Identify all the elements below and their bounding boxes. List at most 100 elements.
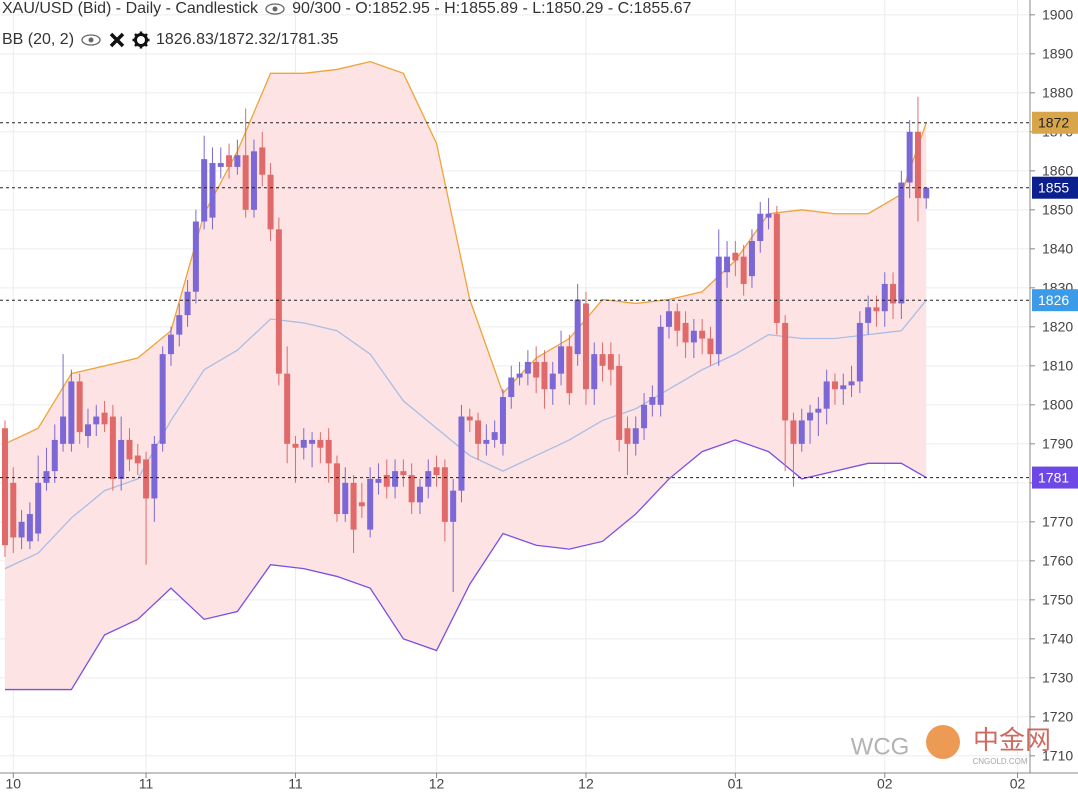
price-tag-label: 1826 (1038, 292, 1069, 308)
settings-icon[interactable] (132, 31, 150, 49)
candle-body (773, 213, 780, 323)
candle-body (707, 338, 714, 355)
y-tick-label: 1800 (1042, 397, 1073, 413)
candle-body (143, 459, 150, 499)
candle-body (674, 311, 681, 331)
candle-body (126, 439, 133, 460)
candle-body (226, 155, 233, 167)
candle-body (616, 365, 623, 440)
candle-body (1, 428, 8, 546)
eye-icon[interactable] (264, 2, 286, 16)
y-tick-label: 1900 (1042, 7, 1073, 23)
candle-body (483, 439, 490, 444)
indicator-line: BB (20, 2) 1826.83/1872.32/1781.35 (2, 30, 338, 50)
candle-body (392, 471, 399, 487)
candle-body (582, 303, 589, 390)
y-tick-label: 1880 (1042, 85, 1073, 101)
x-tick-label: 02 (1010, 776, 1026, 792)
candle-body (533, 361, 540, 378)
candle-body (433, 467, 440, 476)
chart-title: XAU/USD (Bid) - Daily - Candlestick (2, 0, 259, 17)
candle-body (300, 439, 307, 448)
indicator-values: 1826.83/1872.32/1781.35 (156, 31, 339, 48)
remove-icon[interactable] (108, 31, 126, 49)
band-lower (4, 439, 927, 691)
candle-body (441, 467, 448, 522)
candle-body (400, 471, 407, 476)
candle-body (375, 478, 382, 483)
candle-body (724, 256, 731, 273)
candle-body (209, 163, 216, 218)
watermark: WCG (851, 733, 910, 760)
candle-body (26, 514, 33, 542)
watermark: 中金网 (973, 725, 1051, 755)
candle-body (458, 416, 465, 491)
candle-body (699, 330, 706, 339)
candle-body (499, 397, 506, 444)
candle-body (558, 346, 565, 374)
candle-body (18, 521, 25, 538)
y-tick-label: 1760 (1042, 553, 1073, 569)
ohlc-info: 90/300 - O:1852.95 - H:1855.89 - L:1850.… (292, 0, 692, 17)
x-tick-label: 11 (288, 776, 303, 792)
candle-body (690, 330, 697, 343)
candle-body (284, 373, 291, 444)
candle-body (566, 346, 573, 394)
candle-body (898, 182, 905, 304)
x-tick-label: 01 (728, 776, 744, 792)
candle-body (292, 443, 299, 448)
y-tick-label: 1890 (1042, 46, 1073, 62)
candle-body (358, 502, 365, 507)
candle-body (591, 354, 598, 390)
y-tick-label: 1810 (1042, 358, 1073, 374)
candle-body (159, 354, 166, 444)
y-tick-label: 1820 (1042, 319, 1073, 335)
price-tag-label: 1855 (1038, 179, 1069, 195)
candle-body (906, 131, 913, 183)
indicator-name: BB (20, 2) (2, 31, 75, 48)
candle-body (250, 151, 257, 210)
eye-icon[interactable] (80, 33, 102, 47)
candle-body (259, 147, 266, 175)
candle-body (10, 482, 17, 538)
y-tick-label: 1770 (1042, 514, 1073, 530)
candle-body (524, 361, 531, 374)
candle-body (807, 412, 814, 421)
x-tick-label: 11 (139, 776, 154, 792)
candle-body (765, 213, 772, 218)
candle-body (350, 482, 357, 530)
price-tag (1032, 111, 1078, 134)
candle-body (649, 397, 656, 405)
candle-body (757, 213, 764, 242)
candle-body (624, 428, 631, 444)
candle-body (325, 439, 332, 464)
candle-body (914, 131, 921, 199)
y-tick-label: 1710 (1042, 748, 1073, 764)
candle-body (275, 229, 282, 374)
candle-body (541, 361, 548, 390)
candle-body (466, 416, 473, 421)
candle-body (665, 311, 672, 327)
candle-body (881, 283, 888, 312)
candle-body (815, 408, 822, 413)
x-tick-label: 10 (5, 776, 21, 792)
watermark: CNGOLD.COM (972, 757, 1027, 766)
candle-body (657, 326, 664, 405)
candle-body (342, 482, 349, 515)
candle-body (176, 315, 183, 335)
candle-body (856, 322, 863, 382)
candle-body (425, 471, 432, 487)
candle-body (823, 381, 830, 409)
candle-body (607, 354, 614, 370)
price-tag (1032, 466, 1078, 489)
candle-body (217, 163, 224, 167)
x-tick-label: 12 (429, 776, 445, 792)
candle-body (109, 416, 116, 479)
candle-body (516, 373, 523, 378)
candle-body (134, 455, 141, 464)
candle-body (682, 322, 689, 343)
candle-body (790, 420, 797, 444)
candle-body (923, 187, 930, 199)
